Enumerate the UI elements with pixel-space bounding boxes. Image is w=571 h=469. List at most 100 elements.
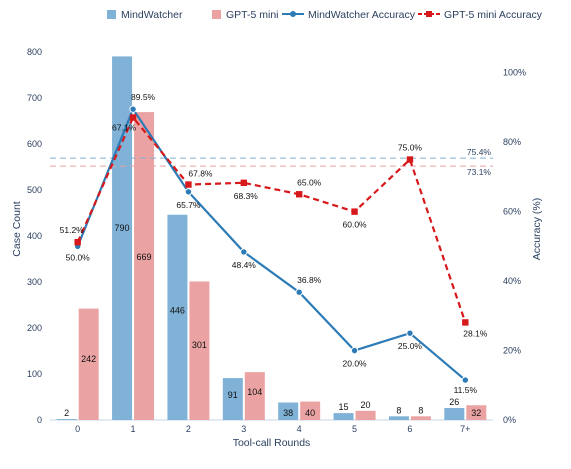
y-tick-label: 400 bbox=[27, 231, 42, 241]
gpt5mini-accuracy-point bbox=[462, 319, 469, 326]
y2-tick-label: 60% bbox=[503, 207, 521, 217]
bar-value-label: 446 bbox=[170, 305, 185, 315]
mindwatcher-accuracy-point bbox=[406, 329, 414, 337]
y-tick-label: 600 bbox=[27, 139, 42, 149]
gpt5mini-accuracy-point bbox=[129, 114, 137, 121]
gpt5mini-accuracy-label: 75.0% bbox=[398, 143, 423, 153]
y-axis-title: Case Count bbox=[11, 201, 23, 257]
gpt5mini-accuracy-point bbox=[185, 181, 192, 188]
mindwatcher-accuracy-point bbox=[350, 346, 359, 355]
bar-value-label: 8 bbox=[418, 405, 423, 415]
legend-marker-gpt5mini bbox=[426, 11, 432, 17]
x-tick-label: 6 bbox=[407, 424, 412, 434]
legend-label: MindWatcher Accuracy bbox=[308, 9, 416, 21]
mindwatcher-accuracy-label: 11.5% bbox=[454, 385, 478, 395]
y-tick-label: 500 bbox=[27, 185, 42, 195]
gpt5mini-accuracy-label: 68.3% bbox=[234, 191, 259, 201]
bar-mindwatcher bbox=[278, 402, 299, 420]
legend-swatch-gpt5mini bbox=[212, 10, 221, 19]
reference-label: 73.1% bbox=[467, 167, 492, 177]
bar-mindwatcher bbox=[167, 214, 188, 420]
bar-mindwatcher bbox=[333, 413, 354, 420]
mindwatcher-accuracy-line bbox=[76, 106, 467, 381]
gpt5mini-accuracy-point bbox=[406, 156, 414, 163]
mindwatcher-accuracy-point bbox=[129, 105, 137, 113]
gpt5mini-accuracy-point bbox=[351, 208, 358, 215]
x-tick-label: 4 bbox=[297, 424, 302, 434]
y2-tick-label: 100% bbox=[503, 68, 526, 78]
bar-mindwatcher bbox=[388, 416, 409, 420]
x-tick-label: 7+ bbox=[460, 424, 470, 434]
bar-value-label: 104 bbox=[247, 387, 262, 397]
gpt5mini-accuracy-label: 67.1% bbox=[112, 123, 137, 133]
y-tick-label: 100 bbox=[27, 369, 42, 379]
y2-tick-label: 80% bbox=[503, 137, 521, 147]
mindwatcher-accuracy-label: 20.0% bbox=[343, 359, 368, 369]
mindwatcher-accuracy-point bbox=[461, 376, 470, 384]
bar-gpt5mini bbox=[410, 416, 431, 420]
bar-mindwatcher bbox=[222, 378, 243, 420]
gpt5mini-accuracy-label: 67.8% bbox=[188, 169, 213, 179]
x-tick-label: 3 bbox=[241, 424, 246, 434]
bar-gpt5mini bbox=[78, 308, 99, 420]
y2-tick-label: 20% bbox=[503, 346, 521, 356]
bar-value-label: 15 bbox=[339, 402, 349, 412]
mindwatcher-accuracy-label: 65.7% bbox=[176, 200, 201, 210]
mindwatcher-accuracy-label: 50.0% bbox=[66, 252, 91, 262]
mindwatcher-accuracy-point bbox=[184, 188, 193, 196]
bar-gpt5mini bbox=[466, 405, 487, 420]
bar-value-label: 20 bbox=[361, 400, 371, 410]
mindwatcher-accuracy-label: 36.8% bbox=[297, 275, 322, 285]
gpt5mini-accuracy-line bbox=[76, 115, 467, 323]
bar-value-label: 40 bbox=[305, 408, 315, 418]
bar-value-label: 91 bbox=[228, 390, 238, 400]
gpt5mini-accuracy-label: 28.1% bbox=[463, 328, 488, 338]
y-tick-label: 300 bbox=[27, 277, 42, 287]
bar-mindwatcher bbox=[112, 56, 133, 420]
bar-mindwatcher bbox=[56, 419, 77, 420]
bar-gpt5mini bbox=[189, 281, 210, 420]
mindwatcher-accuracy-point bbox=[295, 288, 303, 296]
gpt5mini-accuracy-label: 60.0% bbox=[343, 220, 368, 230]
legend-swatch-mindwatcher bbox=[107, 10, 116, 19]
bar-value-label: 32 bbox=[471, 408, 481, 418]
y-tick-label: 800 bbox=[27, 47, 42, 57]
gpt5mini-accuracy-label: 51.2% bbox=[60, 225, 85, 235]
bar-value-label: 26 bbox=[449, 397, 459, 407]
gpt5mini-accuracy-label: 65.0% bbox=[297, 177, 322, 187]
bar-mindwatcher bbox=[444, 408, 465, 420]
gpt5mini-accuracy-point bbox=[240, 179, 248, 187]
bar-gpt5mini bbox=[134, 112, 155, 421]
bar-value-label: 242 bbox=[81, 354, 96, 364]
bar-value-label: 38 bbox=[283, 408, 293, 418]
gpt5mini-accuracy-point bbox=[295, 191, 303, 198]
legend-marker-mindwatcher bbox=[290, 11, 296, 17]
mindwatcher-accuracy-label: 89.5% bbox=[131, 92, 156, 102]
bar-value-label: 669 bbox=[137, 252, 152, 262]
mindwatcher-accuracy-label: 25.0% bbox=[398, 341, 423, 351]
x-tick-label: 5 bbox=[352, 424, 357, 434]
x-axis-title: Tool-call Rounds bbox=[233, 437, 311, 449]
bar-gpt5mini bbox=[355, 410, 376, 420]
bar-value-label: 301 bbox=[192, 340, 207, 350]
bar-value-label: 2 bbox=[64, 408, 69, 418]
y2-tick-label: 0% bbox=[503, 415, 516, 425]
y2-tick-label: 40% bbox=[503, 276, 521, 286]
y-tick-label: 200 bbox=[27, 323, 42, 333]
x-tick-label: 0 bbox=[75, 424, 80, 434]
gpt5mini-accuracy-point bbox=[74, 238, 81, 246]
legend-label: GPT-5 mini bbox=[226, 9, 279, 21]
x-tick-label: 2 bbox=[186, 424, 191, 434]
mindwatcher-accuracy-point bbox=[240, 248, 248, 256]
bar-gpt5mini bbox=[300, 401, 321, 420]
bar-value-label: 790 bbox=[115, 223, 130, 233]
bar-gpt5mini bbox=[244, 372, 265, 420]
legend-label: GPT-5 mini Accuracy bbox=[444, 9, 543, 21]
x-tick-label: 1 bbox=[131, 424, 136, 434]
reference-label: 75.4% bbox=[467, 147, 492, 157]
y-tick-label: 700 bbox=[27, 93, 42, 103]
mindwatcher-accuracy-label: 48.4% bbox=[232, 260, 257, 270]
bar-value-label: 8 bbox=[396, 405, 401, 415]
y-tick-label: 0 bbox=[37, 415, 42, 425]
